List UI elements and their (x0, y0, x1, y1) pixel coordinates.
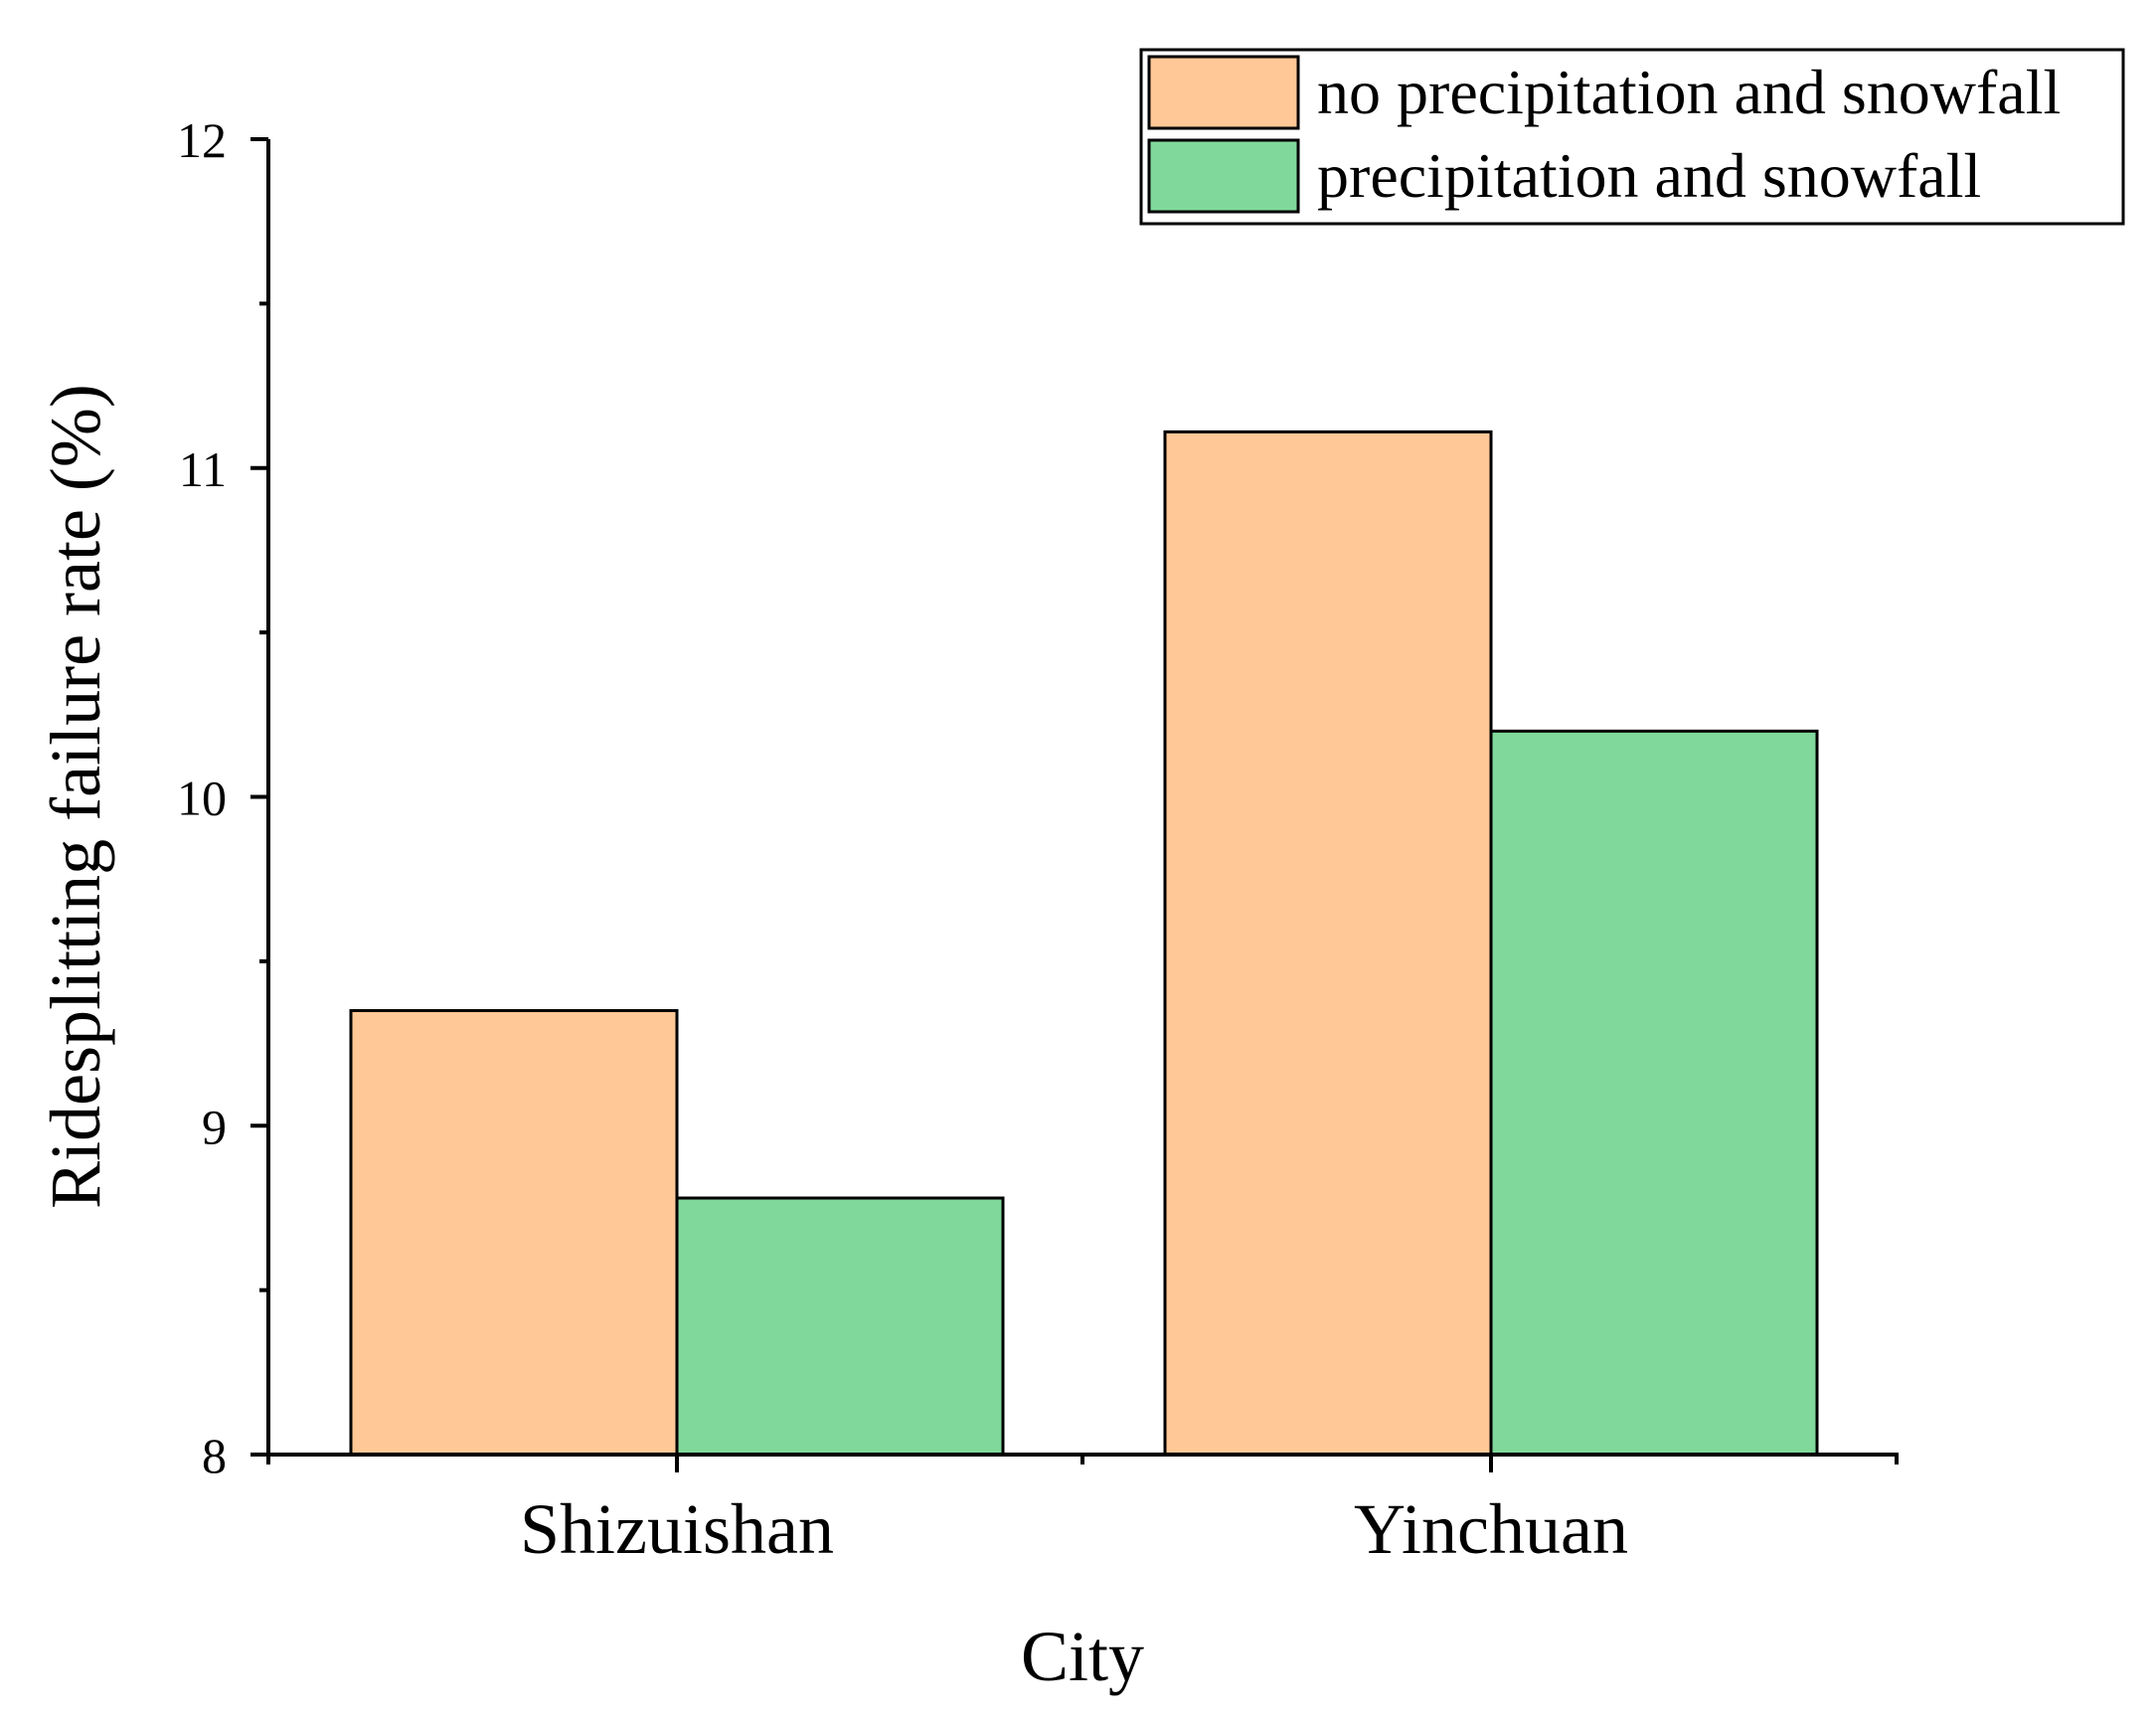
y-axis-label: Ridesplitting failure rate (%) (36, 384, 115, 1209)
bar-yinchuan-no-precipitation (1163, 430, 1493, 1457)
y-tick-label: 10 (177, 771, 227, 826)
y-tick-label: 12 (177, 112, 227, 168)
y-tick-label: 8 (202, 1428, 227, 1483)
bar-shizuishan-no-precipitation (349, 1008, 679, 1457)
legend: no precipitation and snowfall precipitati… (1139, 48, 2125, 226)
legend-swatch-precipitation (1147, 138, 1300, 214)
legend-box (1139, 48, 2125, 226)
x-ticks-group: Shizuishan Yinchuan (266, 1455, 1899, 1569)
legend-label-no-precipitation: no precipitation and snowfall (1317, 57, 2061, 127)
x-axis-label: City (1021, 1617, 1144, 1696)
bar-shizuishan-precipitation (675, 1196, 1005, 1457)
y-tick-label: 9 (202, 1099, 227, 1154)
legend-label-precipitation: precipitation and snowfall (1317, 140, 1981, 211)
y-tick-label: 11 (179, 441, 227, 497)
x-tick-label-shizuishan: Shizuishan (520, 1489, 834, 1569)
bars-group (349, 430, 1819, 1457)
y-ticks-group: 8 9 10 11 12 (177, 112, 268, 1483)
legend-swatch-no-precipitation (1147, 55, 1300, 130)
x-tick-label-yinchuan: Yinchuan (1354, 1489, 1628, 1569)
bar-yinchuan-precipitation (1489, 729, 1819, 1457)
